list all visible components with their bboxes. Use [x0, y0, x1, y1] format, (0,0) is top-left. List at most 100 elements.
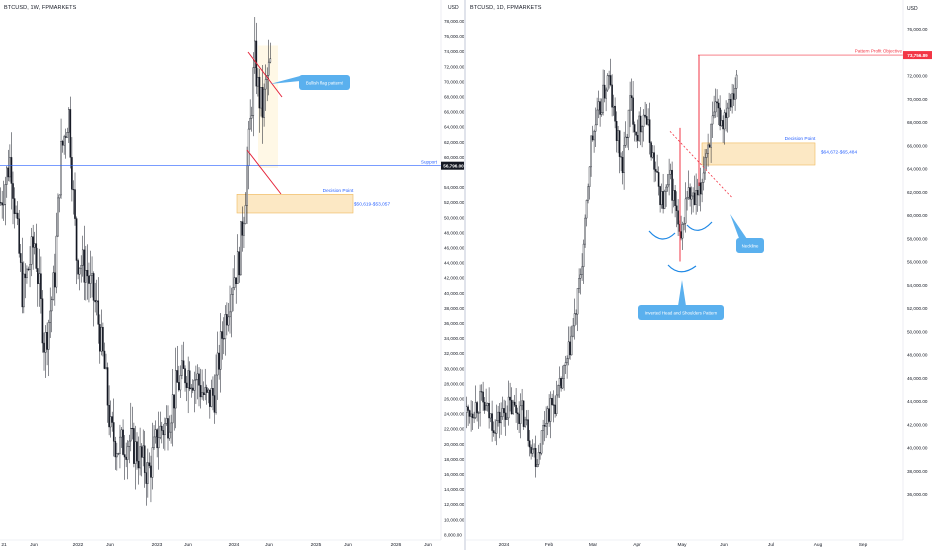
pane-divider[interactable]	[464, 0, 466, 550]
candle-body	[689, 187, 691, 200]
candle-body	[522, 400, 525, 427]
candle-body	[542, 425, 544, 431]
candle-body	[533, 448, 535, 450]
candle-body	[635, 131, 637, 136]
candle-body	[639, 115, 642, 133]
daily-chart-canvas[interactable]: Pattern Profit Objective Neckline Inverted…	[466, 0, 932, 550]
candle-body	[64, 136, 67, 138]
candle-body	[711, 115, 714, 125]
candle-body	[178, 382, 180, 391]
candle-body	[164, 423, 166, 436]
candle-body	[103, 350, 106, 369]
candle-body	[198, 373, 200, 386]
candle-body	[258, 76, 261, 109]
candle-body	[587, 186, 589, 201]
candle-body	[704, 157, 706, 174]
candle-body	[482, 391, 484, 403]
candle-body	[692, 192, 694, 197]
candle-body	[267, 61, 270, 76]
candle-body	[29, 264, 31, 271]
candle-body	[160, 425, 163, 431]
candle-body	[597, 101, 600, 111]
candle-body	[30, 236, 33, 265]
candle-body	[642, 114, 645, 127]
candle-body	[530, 446, 532, 454]
candle-body	[167, 418, 169, 439]
candle-body	[86, 270, 89, 277]
candle-body	[686, 196, 688, 200]
candle-body	[191, 387, 194, 391]
candle-body	[227, 316, 230, 326]
price-tick-label: 42,000.00	[444, 276, 465, 281]
decision-range: $50,619-$53,057	[354, 202, 391, 208]
candle-body	[491, 413, 493, 431]
time-tick-label: Jul	[768, 542, 774, 548]
price-tick-label: 54,000.00	[907, 283, 928, 288]
candle-body	[263, 88, 265, 118]
price-tick-label: 46,000.00	[907, 376, 928, 381]
candle-body	[105, 367, 107, 369]
price-tick-label: 12,000.00	[444, 502, 465, 507]
candle-body	[131, 428, 134, 430]
time-tick-label: Jun	[265, 542, 273, 548]
candle-body	[563, 365, 565, 379]
daily-chart-pane[interactable]: BTCUSD, 1D, FPMARKETS Pattern Profit Obj…	[466, 0, 932, 550]
decision-label: Decision Point	[323, 188, 354, 194]
candle-body	[483, 401, 486, 411]
candle-body	[174, 370, 177, 409]
decision-zone	[236, 194, 354, 214]
decision-range: $64,672-$65,484	[821, 149, 858, 155]
candle-body	[81, 249, 84, 266]
weekly-chart-pane[interactable]: BTCUSD, 1W, FPMARKETS Support Bullish fla…	[0, 0, 466, 550]
candle-body	[33, 243, 36, 248]
candle-body	[195, 379, 197, 381]
candle-body	[537, 452, 540, 465]
candle-body	[229, 311, 231, 318]
candle-body	[695, 190, 697, 205]
candle-body	[540, 430, 543, 454]
candle-body	[13, 198, 16, 214]
candle-body	[221, 331, 224, 339]
candle-body	[515, 405, 517, 413]
candle-body	[148, 462, 151, 467]
candle-body	[720, 120, 723, 127]
candle-body	[582, 243, 585, 268]
candle-body	[232, 287, 234, 295]
candle-body	[97, 300, 100, 325]
candle-body	[66, 132, 69, 138]
callout-bubble	[299, 75, 350, 90]
candle-body	[147, 462, 149, 484]
candle-body	[0, 202, 2, 204]
price-tick-label: 44,000.00	[907, 399, 928, 404]
candle-body	[617, 130, 619, 141]
candle-body	[564, 362, 567, 366]
candle-body	[54, 272, 56, 288]
candle-body	[591, 135, 594, 141]
candle-body	[94, 300, 96, 303]
candle-body	[204, 387, 207, 396]
candle-body	[575, 313, 577, 315]
candle-body	[671, 169, 673, 201]
candle-body	[552, 404, 555, 406]
candle-body	[666, 184, 669, 188]
candle-body	[226, 314, 228, 326]
time-tick-label: Jun	[344, 542, 352, 548]
candle-body	[677, 210, 679, 225]
candle-body	[600, 112, 603, 115]
candle-body	[498, 411, 501, 424]
candle-body	[612, 105, 615, 108]
candle-body	[614, 105, 616, 122]
left-shoulder-arc	[648, 230, 676, 240]
head-arc	[667, 264, 697, 273]
candle-body	[212, 388, 214, 396]
callout-text: Inverted Head and Shoulders Pattern	[645, 311, 718, 316]
candle-body	[140, 446, 143, 458]
candle-body	[609, 75, 612, 86]
weekly-chart-canvas[interactable]: Support Bullish flag pattern! Decision Poi…	[0, 0, 466, 550]
candle-body	[699, 182, 702, 195]
time-axis: 21 Jun 2022 Jun 2023 Jun 2024 Jun 2025 Jun 2026 Jun	[1, 542, 432, 548]
candle-body	[528, 440, 531, 448]
candle-body	[471, 413, 474, 419]
candle-body	[693, 192, 696, 205]
candle-body	[199, 385, 202, 398]
